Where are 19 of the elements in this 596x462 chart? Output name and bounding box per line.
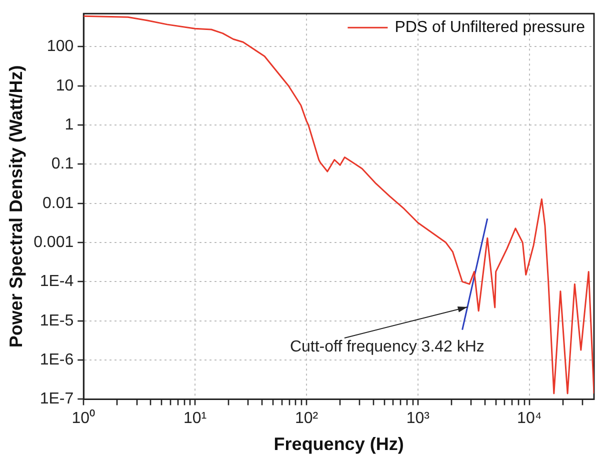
- x-tick-label: 10⁴: [517, 410, 542, 428]
- y-tick-label: 1E-6: [40, 351, 74, 368]
- x-tick-label: 10²: [294, 410, 319, 428]
- y-tick-label: 0.001: [34, 234, 74, 251]
- y-tick-label: 0.1: [51, 156, 74, 173]
- annotation: Cutt-off frequency 3.42 kHz: [290, 338, 484, 356]
- y-tick-label: 100: [46, 38, 74, 56]
- x-tick-label: 10⁰: [72, 409, 96, 428]
- x-tick-label: 10³: [406, 410, 430, 428]
- x-tick-label: 10¹: [184, 410, 207, 428]
- x-axis-title: Frequency (Hz): [274, 434, 404, 454]
- legend-label: PDS of Unfiltered pressure: [394, 19, 586, 36]
- y-tick-label: 1E-5: [40, 312, 74, 330]
- y-tick-label: 0.01: [42, 194, 74, 212]
- y-tick-label: 1E-7: [40, 390, 74, 408]
- y-tick-label: 1E-4: [40, 273, 74, 290]
- y-axis-title: Power Spectral Density (Watt/Hz): [6, 65, 26, 348]
- y-tick-label: 1: [64, 116, 74, 134]
- y-tick-label: 10: [56, 77, 74, 94]
